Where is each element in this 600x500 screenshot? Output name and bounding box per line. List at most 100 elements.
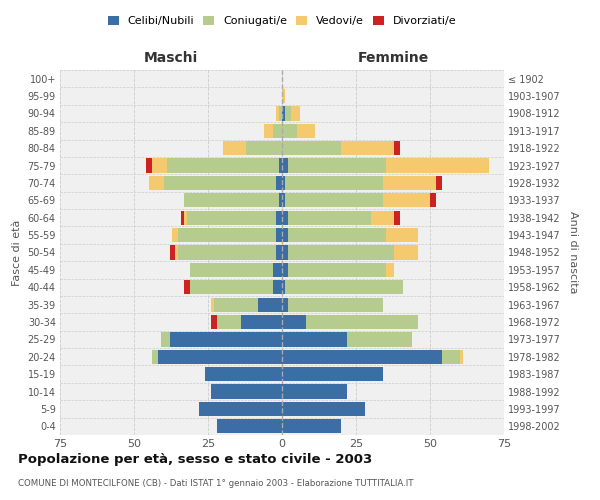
Bar xyxy=(279,158,282,172)
Bar xyxy=(285,280,403,294)
Bar xyxy=(394,210,400,225)
Bar xyxy=(167,158,279,172)
Y-axis label: Anni di nascita: Anni di nascita xyxy=(568,211,578,294)
Bar xyxy=(247,141,282,156)
Bar xyxy=(184,280,190,294)
Bar xyxy=(285,193,383,208)
Text: COMUNE DI MONTECILFONE (CB) - Dati ISTAT 1° gennaio 2003 - Elaborazione TUTTITAL: COMUNE DI MONTECILFONE (CB) - Dati ISTAT… xyxy=(18,479,413,488)
Bar xyxy=(273,280,282,294)
Bar xyxy=(430,193,436,208)
Bar xyxy=(276,106,279,120)
Bar xyxy=(170,246,175,260)
Bar xyxy=(285,176,383,190)
Bar xyxy=(276,210,282,225)
Bar xyxy=(214,298,259,312)
Text: Maschi: Maschi xyxy=(144,51,198,65)
Bar xyxy=(386,228,418,242)
Bar xyxy=(223,141,247,156)
Bar xyxy=(199,402,282,416)
Bar xyxy=(394,246,418,260)
Text: Femmine: Femmine xyxy=(358,51,428,65)
Bar xyxy=(152,350,158,364)
Bar xyxy=(178,246,276,260)
Bar xyxy=(146,158,152,172)
Bar xyxy=(164,176,276,190)
Bar xyxy=(383,193,430,208)
Bar xyxy=(282,350,442,364)
Y-axis label: Fasce di età: Fasce di età xyxy=(12,220,22,286)
Bar xyxy=(273,263,282,277)
Bar xyxy=(297,124,314,138)
Bar xyxy=(282,419,341,434)
Bar xyxy=(282,210,288,225)
Bar xyxy=(211,315,217,329)
Bar xyxy=(273,124,282,138)
Bar xyxy=(217,419,282,434)
Bar xyxy=(282,193,285,208)
Bar xyxy=(288,158,386,172)
Bar xyxy=(282,176,285,190)
Bar xyxy=(175,246,178,260)
Bar xyxy=(184,210,187,225)
Bar xyxy=(371,210,394,225)
Bar xyxy=(178,228,276,242)
Bar xyxy=(152,158,167,172)
Bar xyxy=(276,246,282,260)
Bar xyxy=(291,106,300,120)
Bar xyxy=(184,193,279,208)
Bar xyxy=(386,263,394,277)
Legend: Celibi/Nubili, Coniugati/e, Vedovi/e, Divorziati/e: Celibi/Nubili, Coniugati/e, Vedovi/e, Di… xyxy=(106,14,458,28)
Bar xyxy=(282,280,285,294)
Bar xyxy=(187,210,276,225)
Bar xyxy=(241,315,282,329)
Bar xyxy=(172,228,178,242)
Bar xyxy=(211,384,282,398)
Bar xyxy=(279,193,282,208)
Bar xyxy=(170,332,282,346)
Bar xyxy=(282,89,285,103)
Bar xyxy=(161,332,170,346)
Bar xyxy=(282,367,383,382)
Bar xyxy=(282,402,365,416)
Bar xyxy=(288,246,394,260)
Bar xyxy=(288,210,371,225)
Bar xyxy=(460,350,463,364)
Bar xyxy=(347,332,412,346)
Bar xyxy=(282,141,341,156)
Bar xyxy=(282,263,288,277)
Bar xyxy=(282,106,285,120)
Bar xyxy=(383,176,436,190)
Bar xyxy=(282,158,288,172)
Bar xyxy=(259,298,282,312)
Bar xyxy=(264,124,273,138)
Bar xyxy=(211,298,214,312)
Bar xyxy=(436,176,442,190)
Bar xyxy=(305,315,418,329)
Bar xyxy=(276,228,282,242)
Bar xyxy=(190,280,273,294)
Bar xyxy=(279,106,282,120)
Bar xyxy=(282,332,347,346)
Bar xyxy=(217,315,241,329)
Bar xyxy=(341,141,394,156)
Bar xyxy=(282,315,305,329)
Bar xyxy=(282,246,288,260)
Bar xyxy=(282,298,288,312)
Bar xyxy=(282,228,288,242)
Bar xyxy=(285,106,291,120)
Bar xyxy=(288,263,386,277)
Bar xyxy=(394,141,400,156)
Bar xyxy=(181,210,184,225)
Bar xyxy=(386,158,489,172)
Text: Popolazione per età, sesso e stato civile - 2003: Popolazione per età, sesso e stato civil… xyxy=(18,452,372,466)
Bar xyxy=(149,176,164,190)
Bar xyxy=(442,350,460,364)
Bar xyxy=(276,176,282,190)
Bar xyxy=(288,228,386,242)
Bar xyxy=(158,350,282,364)
Bar xyxy=(282,384,347,398)
Bar xyxy=(190,263,273,277)
Bar xyxy=(288,298,383,312)
Bar xyxy=(282,124,297,138)
Bar xyxy=(205,367,282,382)
